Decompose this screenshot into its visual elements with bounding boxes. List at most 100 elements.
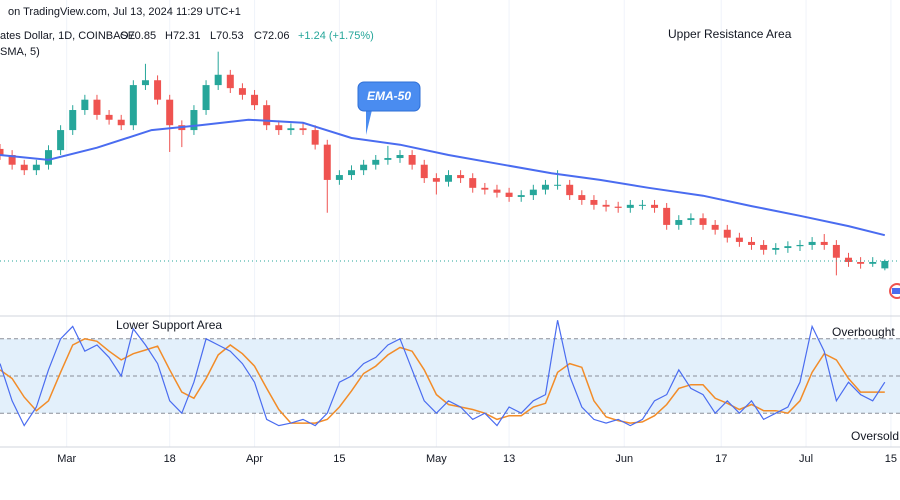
symbol: ates Dollar, 1D, COINBASE <box>0 30 135 42</box>
x-tick-label: Jul <box>799 453 813 465</box>
candle-body <box>238 88 246 95</box>
layers: Mar 18 Apr 15 May 13 Jun 17 Jul 15 <box>0 0 900 465</box>
candle-body <box>81 99 89 111</box>
candle-body <box>32 164 40 171</box>
candle-body <box>832 244 840 258</box>
x-tick-label: Mar <box>57 453 76 465</box>
candle-body <box>505 192 513 197</box>
candle-body <box>541 184 549 190</box>
candle-body <box>396 155 404 159</box>
candle-body <box>554 184 562 186</box>
candle-body <box>578 195 586 200</box>
candle-body <box>129 85 137 126</box>
ema-callout: EMA-50 <box>357 81 421 135</box>
x-tick-label: 15 <box>885 453 897 465</box>
candle-body <box>251 94 259 106</box>
candle-body <box>0 148 4 155</box>
ohlc-low: L70.53 <box>210 30 244 42</box>
candle-body <box>287 128 295 131</box>
candle-body <box>141 80 149 86</box>
candle-body <box>590 199 598 205</box>
candle-body <box>469 178 477 188</box>
candle-body <box>517 195 525 197</box>
x-tick-label: 13 <box>503 453 515 465</box>
x-tick-label: Apr <box>246 453 263 465</box>
candle-body <box>202 85 210 111</box>
candle-body <box>687 218 695 221</box>
stoch-d-line <box>0 338 885 424</box>
x-tick-label: May <box>426 453 447 465</box>
candle-body <box>651 204 659 208</box>
annotation: Overbought <box>832 325 895 339</box>
candle-body <box>784 246 792 248</box>
ohlc-close: C72.06 <box>254 30 289 42</box>
candle-body <box>226 74 234 89</box>
candle-body <box>857 261 865 264</box>
candle-body <box>735 237 743 242</box>
candle-body <box>263 105 271 126</box>
candle-body <box>190 110 198 131</box>
candle-body <box>360 164 368 171</box>
header: on TradingView.com, Jul 13, 2024 11:29 U… <box>8 6 241 18</box>
candle-body <box>117 119 125 126</box>
icon <box>889 283 900 299</box>
candle-body <box>711 224 719 230</box>
candle-body <box>869 261 877 264</box>
candle-body <box>675 220 683 225</box>
candle-body <box>614 206 622 208</box>
annotation: Upper Resistance Area <box>668 27 792 41</box>
candle-body <box>408 155 416 165</box>
candle-body <box>20 164 28 171</box>
ohlc-open: O70.85 <box>120 30 156 42</box>
callout-pointer <box>366 110 372 135</box>
indicator: SMA, 5) <box>0 46 40 58</box>
candle-body <box>299 128 307 131</box>
ohlc-high: H72.31 <box>165 30 200 42</box>
candle-body <box>820 241 828 245</box>
candle-body <box>44 150 52 165</box>
annotation: Oversold <box>851 429 899 443</box>
stoch-k-line <box>0 320 886 427</box>
candle-body <box>444 175 452 182</box>
candle-body <box>844 257 852 262</box>
candle-body <box>93 99 101 115</box>
candle-body <box>384 158 392 160</box>
candle-body <box>323 144 331 180</box>
candle-body <box>529 189 537 196</box>
candle-body <box>311 130 319 145</box>
candle-body <box>275 125 283 131</box>
candle-body <box>760 244 768 250</box>
x-tick-label: 18 <box>164 453 176 465</box>
candle-body <box>638 204 646 206</box>
x-tick-label: Jun <box>615 453 633 465</box>
candle-body <box>457 175 465 179</box>
x-tick-label: 15 <box>333 453 345 465</box>
candle-body <box>772 248 780 250</box>
callout-box <box>357 81 421 112</box>
candle-body <box>335 175 343 180</box>
candle-body <box>8 155 16 165</box>
candle-body <box>602 204 610 207</box>
candle-body <box>214 74 222 86</box>
candle-body <box>372 159 380 165</box>
annotation: Lower Support Area <box>116 318 222 332</box>
candle-body <box>796 244 804 247</box>
candle-body <box>57 130 65 151</box>
ema-line <box>0 118 886 237</box>
candle-body <box>699 218 707 225</box>
candle-body <box>432 178 440 182</box>
candle-body <box>493 189 501 193</box>
candle-body <box>69 110 77 131</box>
candle-body <box>481 187 489 190</box>
x-tick-label: 17 <box>715 453 727 465</box>
candle-body <box>723 229 731 238</box>
candle-body <box>808 241 816 245</box>
candle-body <box>348 170 356 176</box>
callout-text: EMA-50 <box>367 89 411 103</box>
candle-body <box>105 114 113 120</box>
candle-body <box>566 184 574 196</box>
icon-body <box>892 288 900 294</box>
candle-body <box>166 99 174 126</box>
